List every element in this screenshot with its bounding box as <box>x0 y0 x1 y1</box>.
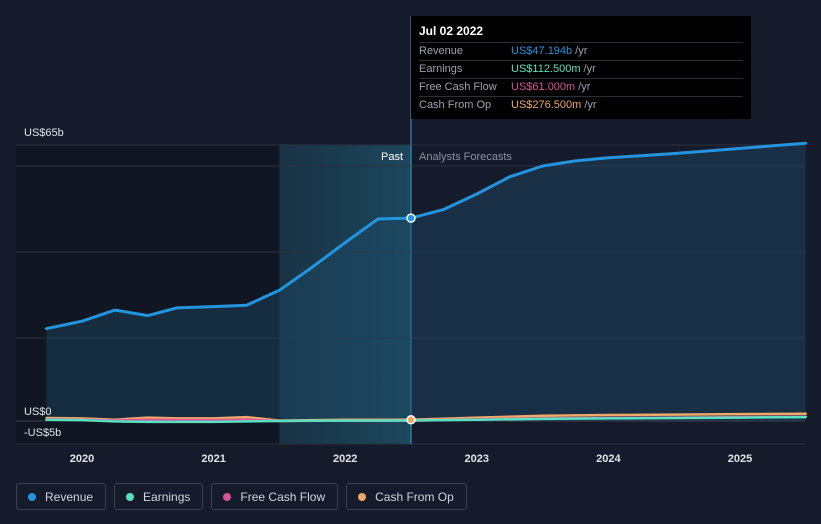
legend: Revenue Earnings Free Cash Flow Cash Fro… <box>16 483 467 510</box>
y-label-zero: US$0 <box>24 406 52 418</box>
tooltip-unit: /yr <box>575 45 588 57</box>
legend-label: Cash From Op <box>375 489 454 504</box>
legend-dot-icon <box>223 492 232 501</box>
tooltip-row-revenue: Revenue US$47.194b /yr <box>419 43 743 61</box>
y-label-top: US$65b <box>24 127 64 139</box>
series-line-earnings <box>45 415 808 424</box>
x-tick-label: 2025 <box>728 453 752 465</box>
legend-dot-icon <box>28 492 36 501</box>
tooltip-unit: /yr <box>578 81 591 93</box>
legend-label: Revenue <box>45 489 94 504</box>
legend-label: Earnings <box>143 489 191 504</box>
highlight-region <box>279 145 411 444</box>
legend-dot-icon <box>126 492 135 501</box>
tooltip-label: Free Cash Flow <box>419 81 497 93</box>
forecast-label: Analysts Forecasts <box>419 151 512 163</box>
tooltip-date: Jul 02 2022 <box>419 23 743 43</box>
legend-item-revenue[interactable]: Revenue <box>16 483 107 510</box>
legend-item-cash-from-op[interactable]: Cash From Op <box>346 483 467 510</box>
x-tick-label: 2022 <box>333 453 357 465</box>
tooltip-row-earnings: Earnings US$112.500m /yr <box>419 61 743 79</box>
tooltip-unit: /yr <box>584 99 597 111</box>
series-line-revenue <box>45 141 808 331</box>
y-label-bottom: -US$5b <box>24 427 61 439</box>
tooltip-value: US$61.000m <box>511 81 576 93</box>
x-tick-label: 2023 <box>465 453 489 465</box>
tooltip-row-free-cash-flow: Free Cash Flow US$61.000m /yr <box>419 79 743 97</box>
x-tick-label: 2021 <box>201 453 225 465</box>
x-tick-label: 2024 <box>596 453 621 465</box>
legend-item-earnings[interactable]: Earnings <box>114 483 204 510</box>
legend-item-free-cash-flow[interactable]: Free Cash Flow <box>211 483 339 510</box>
tooltip-value: US$276.500m <box>511 99 582 111</box>
revenue-marker <box>406 213 416 223</box>
legend-dot-icon <box>358 492 367 501</box>
tooltip-label: Revenue <box>419 45 464 57</box>
tooltip-value: US$112.500m <box>511 63 581 75</box>
x-tick-label: 2020 <box>70 453 94 465</box>
tooltip-unit: /yr <box>583 63 596 75</box>
tooltip-row-cash-from-op: Cash From Op US$276.500m /yr <box>419 97 743 114</box>
past-label: Past <box>381 151 403 163</box>
hover-tooltip: Jul 02 2022 Revenue US$47.194b /yr Earni… <box>411 16 751 119</box>
revenue-area <box>46 143 806 421</box>
tooltip-value: US$47.194b <box>511 45 573 57</box>
legend-label: Free Cash Flow <box>240 489 326 504</box>
tooltip-label: Cash From Op <box>419 99 492 111</box>
tooltip-label: Earnings <box>419 63 463 75</box>
cash-from-op-marker <box>406 415 416 425</box>
